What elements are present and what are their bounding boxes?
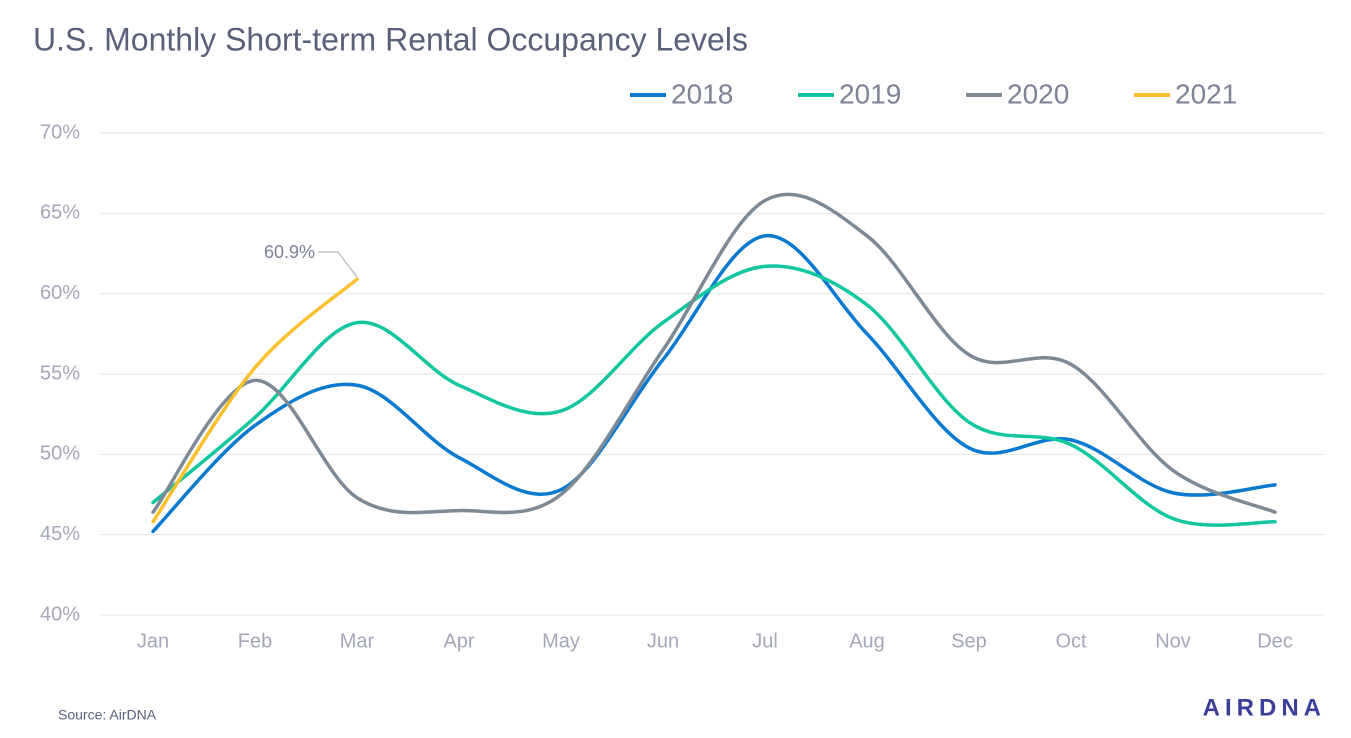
source: Source: AirDNA <box>58 707 157 723</box>
series-line <box>151 277 359 524</box>
legend-label: 2020 <box>1007 78 1069 109</box>
y-tick-label: 65% <box>40 202 80 224</box>
y-tick-label: 40% <box>40 603 80 625</box>
x-tick-label: Feb <box>238 630 272 652</box>
legend-label: 2018 <box>671 78 733 109</box>
x-tick-label: May <box>542 630 580 652</box>
x-tick-label: Jul <box>752 630 778 652</box>
y-tick-label: 45% <box>40 523 80 545</box>
series-line <box>151 264 1277 527</box>
data-label: 60.9% <box>264 242 315 262</box>
y-tick-label: 70% <box>40 121 80 143</box>
x-tick-label: Nov <box>1155 630 1191 652</box>
x-tick-label: Apr <box>443 630 474 652</box>
x-tick-label: Jan <box>137 630 169 652</box>
y-tick-label: 50% <box>40 443 80 465</box>
series-line <box>151 234 1277 534</box>
x-tick-label: Aug <box>849 630 885 652</box>
x-tick-label: Oct <box>1055 630 1087 652</box>
y-tick-label: 60% <box>40 282 80 304</box>
brand-logo: AIRDNA <box>1203 694 1326 721</box>
y-tick-label: 55% <box>40 362 80 384</box>
series-line <box>151 192 1277 515</box>
x-tick-label: Sep <box>951 630 987 652</box>
chart-title: U.S. Monthly Short-term Rental Occupancy… <box>33 21 748 57</box>
x-tick-label: Dec <box>1257 630 1293 652</box>
x-tick-label: Jun <box>647 630 679 652</box>
annotation-leader <box>318 251 358 278</box>
legend-label: 2019 <box>839 78 901 109</box>
legend-label: 2021 <box>1175 78 1237 109</box>
x-tick-label: Mar <box>340 630 375 652</box>
